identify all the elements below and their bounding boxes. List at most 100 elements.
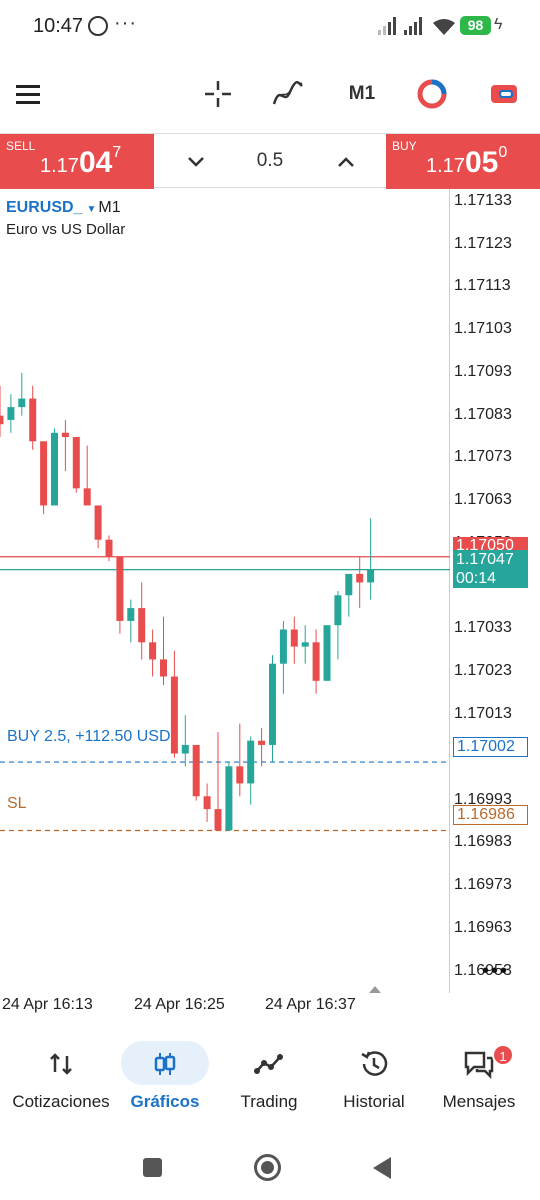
price-tick: 1.17073	[454, 448, 512, 466]
crosshair-icon[interactable]	[200, 74, 236, 114]
trade-panel-icon[interactable]	[486, 74, 522, 114]
buy-label: BUY	[392, 139, 417, 153]
nav-messages[interactable]: 1 Mensajes	[424, 1036, 534, 1120]
unread-badge: 1	[492, 1044, 514, 1066]
sell-price: 1.17047	[40, 144, 122, 179]
sell-button[interactable]: SELL 1.17047	[0, 134, 154, 189]
chart-toolbar: M1	[0, 60, 540, 130]
messages-icon	[459, 1044, 499, 1084]
price-tick: 1.16963	[454, 918, 512, 936]
more-notifications-icon: ···	[114, 12, 137, 34]
candle-body	[312, 642, 320, 681]
candle-body	[323, 625, 331, 681]
one-click-trading-icon[interactable]	[414, 74, 450, 114]
whatsapp-icon	[88, 16, 108, 36]
price-tick: 1.17103	[454, 320, 512, 338]
candle-body	[247, 740, 255, 784]
nav-label: Gráficos	[130, 1092, 200, 1111]
candle-body	[40, 441, 48, 506]
candles-icon	[145, 1044, 185, 1084]
nav-quotes[interactable]: Cotizaciones	[6, 1036, 116, 1120]
candle-body	[258, 740, 266, 745]
trend-line-icon	[249, 1044, 289, 1084]
price-tick: 1.17093	[454, 362, 512, 380]
system-navigation-bar	[0, 1140, 540, 1200]
candle-body	[127, 608, 135, 621]
nav-history[interactable]: Historial	[319, 1036, 429, 1120]
position-label[interactable]: BUY 2.5, +112.50 USD	[7, 728, 171, 745]
candle-body	[367, 569, 375, 583]
volume-input[interactable]: 0.5	[256, 150, 284, 171]
volume-increase-button[interactable]	[326, 142, 366, 182]
candle-body	[356, 573, 364, 583]
symbol-name: EURUSD_	[6, 199, 83, 216]
nav-label: Mensajes	[442, 1092, 516, 1111]
candle-body	[236, 766, 244, 784]
candle-body	[345, 573, 353, 596]
price-tick: 1.16973	[454, 876, 512, 894]
candle-body	[61, 432, 69, 438]
price-tick: 1.17033	[454, 619, 512, 637]
price-tick: 1.17083	[454, 405, 512, 423]
swap-arrows-icon	[41, 1044, 81, 1084]
more-options-icon[interactable]: •••	[482, 960, 510, 982]
price-tick: 1.17013	[454, 705, 512, 723]
candle-body	[290, 629, 298, 647]
stop-loss-label[interactable]: SL	[7, 795, 27, 812]
symbol-header[interactable]: EURUSD_ ▼ M1	[6, 199, 121, 217]
candle-body	[0, 415, 4, 425]
candle-body	[181, 744, 189, 754]
time-tick: 24 Apr 16:37	[265, 996, 356, 1013]
back-button[interactable]	[373, 1157, 391, 1179]
scroll-to-end-icon[interactable]	[369, 986, 381, 993]
volume-decrease-button[interactable]	[176, 142, 216, 182]
candle-body	[7, 407, 15, 420]
timeframe-button[interactable]: M1	[348, 83, 376, 104]
candle-body	[301, 642, 309, 647]
candle-body	[83, 488, 91, 506]
time-axis: 24 Apr 16:13 24 Apr 16:25 24 Apr 16:37	[0, 994, 450, 1018]
price-tick: 1.17133	[454, 191, 512, 209]
candle-body	[203, 796, 211, 810]
position-price-tag: 1.17002	[453, 737, 528, 757]
symbol-timeframe: M1	[98, 199, 121, 216]
nav-trading[interactable]: Trading	[214, 1036, 324, 1120]
signal-icon-2	[404, 17, 426, 35]
candle-body	[149, 642, 157, 660]
candle-body	[269, 663, 276, 745]
one-click-trade-panel: SELL 1.17047 0.5 BUY 1.17050	[0, 133, 540, 189]
menu-icon[interactable]	[12, 74, 44, 114]
candle-body	[170, 676, 178, 754]
home-button[interactable]	[254, 1154, 281, 1181]
buy-price: 1.17050	[426, 144, 508, 179]
chevron-up-icon	[338, 157, 354, 167]
bid-price-value: 1.17047	[456, 551, 514, 568]
candle-body	[18, 398, 26, 408]
price-tick: 1.17113	[454, 277, 511, 295]
status-time: 10:47	[33, 15, 84, 37]
price-tick: 1.17063	[454, 491, 512, 509]
time-tick: 24 Apr 16:13	[2, 996, 93, 1013]
candle-body	[105, 539, 113, 557]
candle-body	[192, 744, 200, 797]
bid-price-tag: 1.17047 00:14	[453, 550, 528, 588]
candle-body	[214, 809, 222, 831]
time-tick: 24 Apr 16:25	[134, 996, 225, 1013]
nav-charts[interactable]: Gráficos	[110, 1036, 220, 1120]
candle-body	[29, 398, 37, 442]
sell-label: SELL	[6, 139, 36, 153]
price-scale[interactable]: 1.16953 1.16963 1.16973 1.16983 1.16993 1.170…	[451, 189, 540, 993]
chart-canvas[interactable]: EURUSD_ ▼ M1 Euro vs US Dollar BUY 2.5, +1…	[0, 189, 450, 993]
candle-body	[160, 659, 167, 677]
battery-icon: 98	[460, 16, 491, 35]
stop-loss-price-tag: 1.16986	[453, 805, 528, 825]
bottom-navigation: Cotizaciones Gráficos Trading Historial …	[0, 1036, 540, 1120]
charging-icon: ϟ	[494, 16, 503, 33]
candle-body	[94, 505, 102, 540]
candle-body	[138, 608, 146, 643]
indicators-icon[interactable]	[270, 74, 306, 114]
buy-button[interactable]: BUY 1.17050	[386, 134, 540, 189]
recents-button[interactable]	[143, 1158, 162, 1177]
bar-countdown: 00:14	[456, 570, 497, 587]
price-tick: 1.17023	[454, 662, 512, 680]
